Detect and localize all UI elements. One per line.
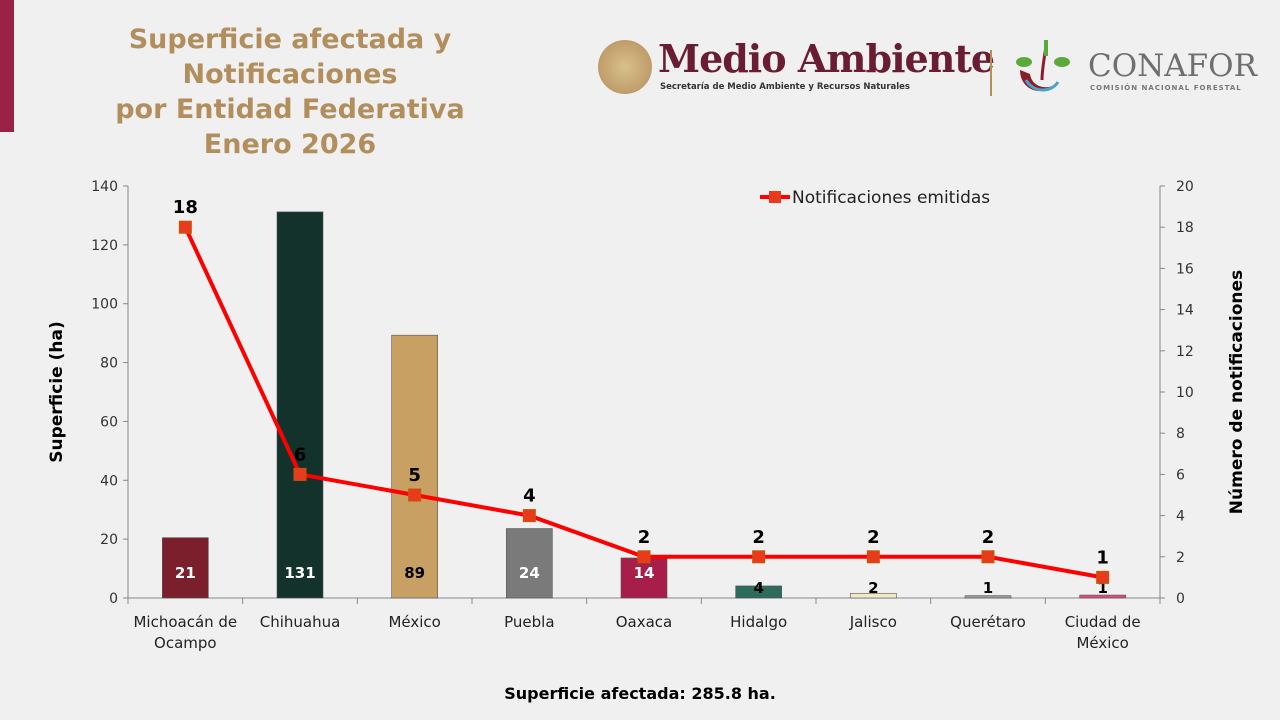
line-marker-1 [293, 467, 307, 481]
category-label: Oaxaca [616, 613, 673, 631]
category-label: Querétaro [950, 613, 1026, 631]
bar-label: 4 [753, 579, 763, 597]
right-tick-label: 20 [1176, 179, 1194, 195]
bar-label: 14 [634, 564, 655, 582]
right-tick-label: 2 [1176, 550, 1185, 566]
category-label: México [1076, 634, 1128, 652]
right-tick-label: 8 [1176, 426, 1185, 442]
line-label: 5 [408, 465, 421, 486]
line-label: 4 [523, 486, 536, 507]
logos: Medio Ambiente Secretaría de Medio Ambie… [596, 36, 1257, 102]
left-tick-label: 80 [100, 356, 118, 372]
title-line-3: Enero 2026 [203, 129, 377, 160]
conafor-logo-subtitle: COMISIÓN NACIONAL FORESTAL [1090, 84, 1242, 92]
bar-5 [735, 585, 782, 599]
semarnat-logo-name: Medio Ambiente [658, 36, 995, 81]
line-label: 6 [294, 444, 307, 465]
title-line-1: Superficie afectada y Notificaciones [128, 24, 452, 90]
bar-label: 2 [868, 579, 878, 597]
title-line-2: por Entidad Federativa [115, 94, 465, 125]
line-marker-4 [637, 550, 651, 564]
right-tick-label: 12 [1176, 344, 1194, 360]
right-tick-label: 18 [1176, 220, 1194, 236]
bar-3 [506, 528, 553, 599]
national-seal-icon [598, 40, 652, 94]
category-label: Puebla [504, 613, 554, 631]
left-tick-label: 60 [100, 414, 118, 430]
legend-label: Notificaciones emitidas [792, 188, 990, 208]
bar-label: 21 [175, 564, 196, 582]
page-title: Superficie afectada y Notificaciones por… [20, 22, 560, 162]
bar-label: 89 [404, 564, 425, 582]
line-label: 18 [173, 197, 198, 218]
left-tick-label: 100 [91, 297, 118, 313]
bar-label: 1 [1097, 579, 1107, 597]
line-label: 2 [752, 527, 765, 548]
category-label: Hidalgo [730, 613, 787, 631]
footer-total: Superficie afectada: 285.8 ha. [504, 684, 776, 703]
line-label: 2 [867, 527, 880, 548]
bar-6 [850, 592, 897, 599]
line-label: 1 [1096, 547, 1109, 568]
bar-label: 131 [284, 564, 315, 582]
right-tick-label: 6 [1176, 467, 1185, 483]
logo-divider [990, 50, 992, 96]
category-label: Ocampo [154, 634, 217, 652]
category-label: Chihuahua [260, 613, 341, 631]
line-marker-2 [408, 488, 422, 502]
right-tick-label: 0 [1176, 591, 1185, 607]
bar-1 [276, 211, 324, 599]
conafor-logo-name: CONAFOR [1088, 48, 1257, 84]
semarnat-logo-subtitle: Secretaría de Medio Ambiente y Recursos … [660, 82, 910, 92]
left-tick-label: 120 [91, 238, 118, 254]
bar-2 [391, 334, 438, 599]
left-tick-label: 40 [100, 473, 118, 489]
legend-marker [769, 191, 781, 203]
accent-bar [0, 0, 14, 132]
bar-8 [1079, 594, 1126, 599]
bar-label: 1 [983, 579, 993, 597]
line-marker-6 [866, 550, 880, 564]
y-axis-title: Superficie (ha) [47, 321, 67, 463]
left-tick-label: 20 [100, 532, 118, 548]
conafor-logo-icon [1016, 40, 1070, 92]
category-label: Michoacán de [133, 613, 237, 631]
line-label: 2 [638, 527, 651, 548]
line-marker-3 [522, 509, 536, 523]
category-label: México [388, 613, 440, 631]
right-tick-label: 4 [1176, 509, 1185, 525]
line-label: 2 [982, 527, 995, 548]
category-label: Jalisco [849, 613, 897, 631]
bar-7 [964, 595, 1012, 599]
right-tick-label: 16 [1176, 261, 1194, 277]
line-marker-7 [981, 550, 995, 564]
category-label: Ciudad de [1065, 613, 1141, 631]
left-tick-label: 140 [91, 179, 118, 195]
line-marker-5 [752, 550, 766, 564]
line-marker-0 [178, 220, 192, 234]
bar-label: 24 [519, 564, 540, 582]
bar-4 [620, 557, 668, 599]
line-marker-8 [1096, 570, 1110, 584]
right-tick-label: 14 [1176, 303, 1194, 319]
y2-axis-title: Número de notificaciones [1227, 270, 1247, 514]
bar-0 [162, 537, 209, 599]
left-tick-label: 0 [109, 591, 118, 607]
right-tick-label: 10 [1176, 385, 1194, 401]
